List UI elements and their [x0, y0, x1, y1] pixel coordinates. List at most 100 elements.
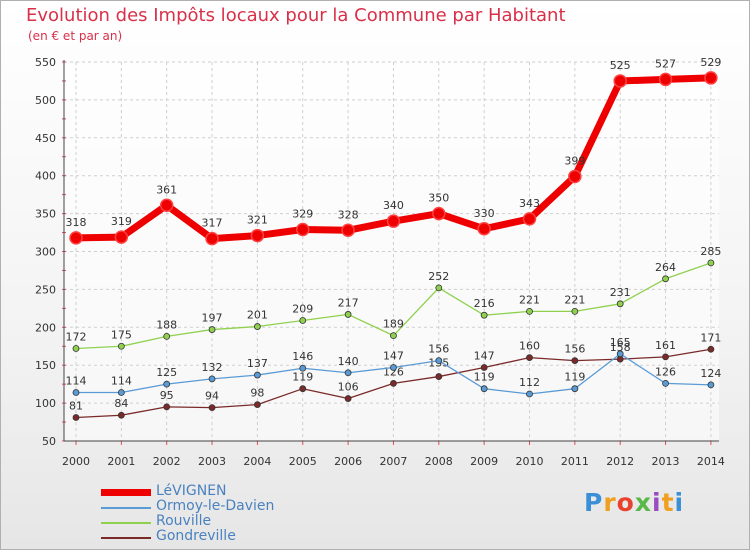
- x-tick-label: 2003: [198, 455, 226, 468]
- data-label: 350: [428, 192, 449, 205]
- legend-swatch: [101, 522, 151, 524]
- data-point: [72, 389, 80, 396]
- data-label: 95: [160, 389, 174, 402]
- data-point: [568, 169, 582, 184]
- data-label: 140: [338, 355, 359, 368]
- data-point: [208, 375, 216, 383]
- chart-title: Evolution des Impôts locaux pour la Comm…: [26, 5, 566, 26]
- data-point: [390, 364, 397, 371]
- data-label: 119: [564, 371, 585, 384]
- data-point: [117, 342, 125, 350]
- data-label: 340: [383, 199, 404, 212]
- data-label: 264: [655, 261, 676, 274]
- logo-letter: P: [584, 488, 604, 517]
- y-tick-label: 100: [35, 397, 56, 410]
- data-point: [114, 230, 129, 244]
- data-point: [253, 371, 261, 379]
- logo-letter: x: [634, 488, 652, 517]
- data-point: [526, 390, 533, 398]
- data-point: [253, 401, 261, 409]
- data-label: 171: [700, 331, 721, 344]
- y-tick-label: 150: [35, 359, 56, 372]
- x-tick-label: 2007: [379, 455, 407, 468]
- data-label: 328: [338, 208, 359, 221]
- data-point: [526, 307, 533, 315]
- data-point: [480, 311, 488, 319]
- data-point: [117, 389, 125, 396]
- data-label: 81: [69, 400, 83, 413]
- data-label: 317: [202, 217, 223, 230]
- y-tick-label: 500: [35, 94, 56, 107]
- data-point: [344, 311, 352, 318]
- data-point: [163, 332, 171, 340]
- data-point: [208, 326, 216, 333]
- data-point: [344, 369, 352, 377]
- data-point: [163, 403, 171, 411]
- data-label: 188: [156, 318, 177, 331]
- legend-label: Rouville: [156, 513, 212, 529]
- logo-letter: i: [674, 488, 685, 517]
- data-label: 132: [202, 361, 223, 374]
- data-point: [662, 275, 669, 283]
- y-tick-label: 50: [42, 435, 56, 448]
- y-tick-label: 450: [35, 132, 56, 145]
- y-tick-label: 400: [35, 170, 56, 183]
- data-point: [435, 357, 443, 365]
- data-label: 114: [111, 374, 132, 387]
- data-point: [341, 223, 355, 238]
- x-tick-label: 2004: [243, 455, 271, 468]
- data-label: 119: [474, 371, 495, 384]
- data-label: 361: [156, 183, 177, 196]
- data-point: [662, 379, 669, 387]
- data-point: [480, 385, 488, 393]
- data-label: 112: [519, 376, 540, 389]
- data-label: 84: [114, 397, 128, 410]
- data-point: [253, 323, 261, 330]
- data-label: 217: [338, 296, 359, 309]
- data-point: [296, 222, 310, 237]
- data-point: [571, 385, 579, 393]
- data-point: [707, 381, 715, 389]
- data-label: 527: [655, 57, 676, 70]
- data-point: [250, 228, 265, 243]
- data-label: 221: [519, 293, 540, 306]
- data-point: [526, 354, 533, 362]
- data-point: [386, 214, 401, 228]
- legend-label: LéVIGNEN: [156, 483, 227, 499]
- y-tick-label: 350: [35, 208, 56, 221]
- data-label: 252: [428, 270, 449, 283]
- data-label: 114: [66, 374, 87, 387]
- data-label: 125: [156, 366, 177, 379]
- data-label: 119: [292, 371, 313, 384]
- data-label: 126: [655, 365, 676, 378]
- legend-swatch: [101, 507, 151, 509]
- data-point: [662, 353, 669, 361]
- data-label: 285: [700, 245, 721, 258]
- x-tick-label: 2010: [516, 455, 544, 468]
- data-label: 318: [66, 216, 87, 229]
- x-tick-label: 2011: [561, 455, 589, 468]
- data-label: 161: [655, 339, 676, 352]
- data-point: [208, 404, 216, 412]
- data-label: 124: [700, 367, 721, 380]
- logo-letter: t: [661, 488, 675, 517]
- data-point: [163, 380, 171, 388]
- data-label: 525: [610, 59, 631, 72]
- data-point: [299, 364, 307, 372]
- x-tick-label: 2009: [470, 455, 498, 468]
- data-point: [707, 345, 715, 353]
- x-tick-label: 2012: [606, 455, 634, 468]
- data-point: [616, 300, 624, 308]
- data-point: [613, 74, 627, 88]
- data-label: 329: [292, 208, 313, 221]
- data-point: [299, 317, 307, 324]
- x-tick-label: 2014: [697, 455, 725, 468]
- data-label: 216: [474, 297, 495, 310]
- x-tick-label: 2008: [425, 455, 453, 468]
- data-label: 330: [474, 207, 495, 220]
- data-label: 147: [383, 349, 404, 362]
- data-point: [704, 71, 718, 85]
- legend-swatch: [101, 537, 151, 539]
- data-label: 319: [111, 215, 132, 228]
